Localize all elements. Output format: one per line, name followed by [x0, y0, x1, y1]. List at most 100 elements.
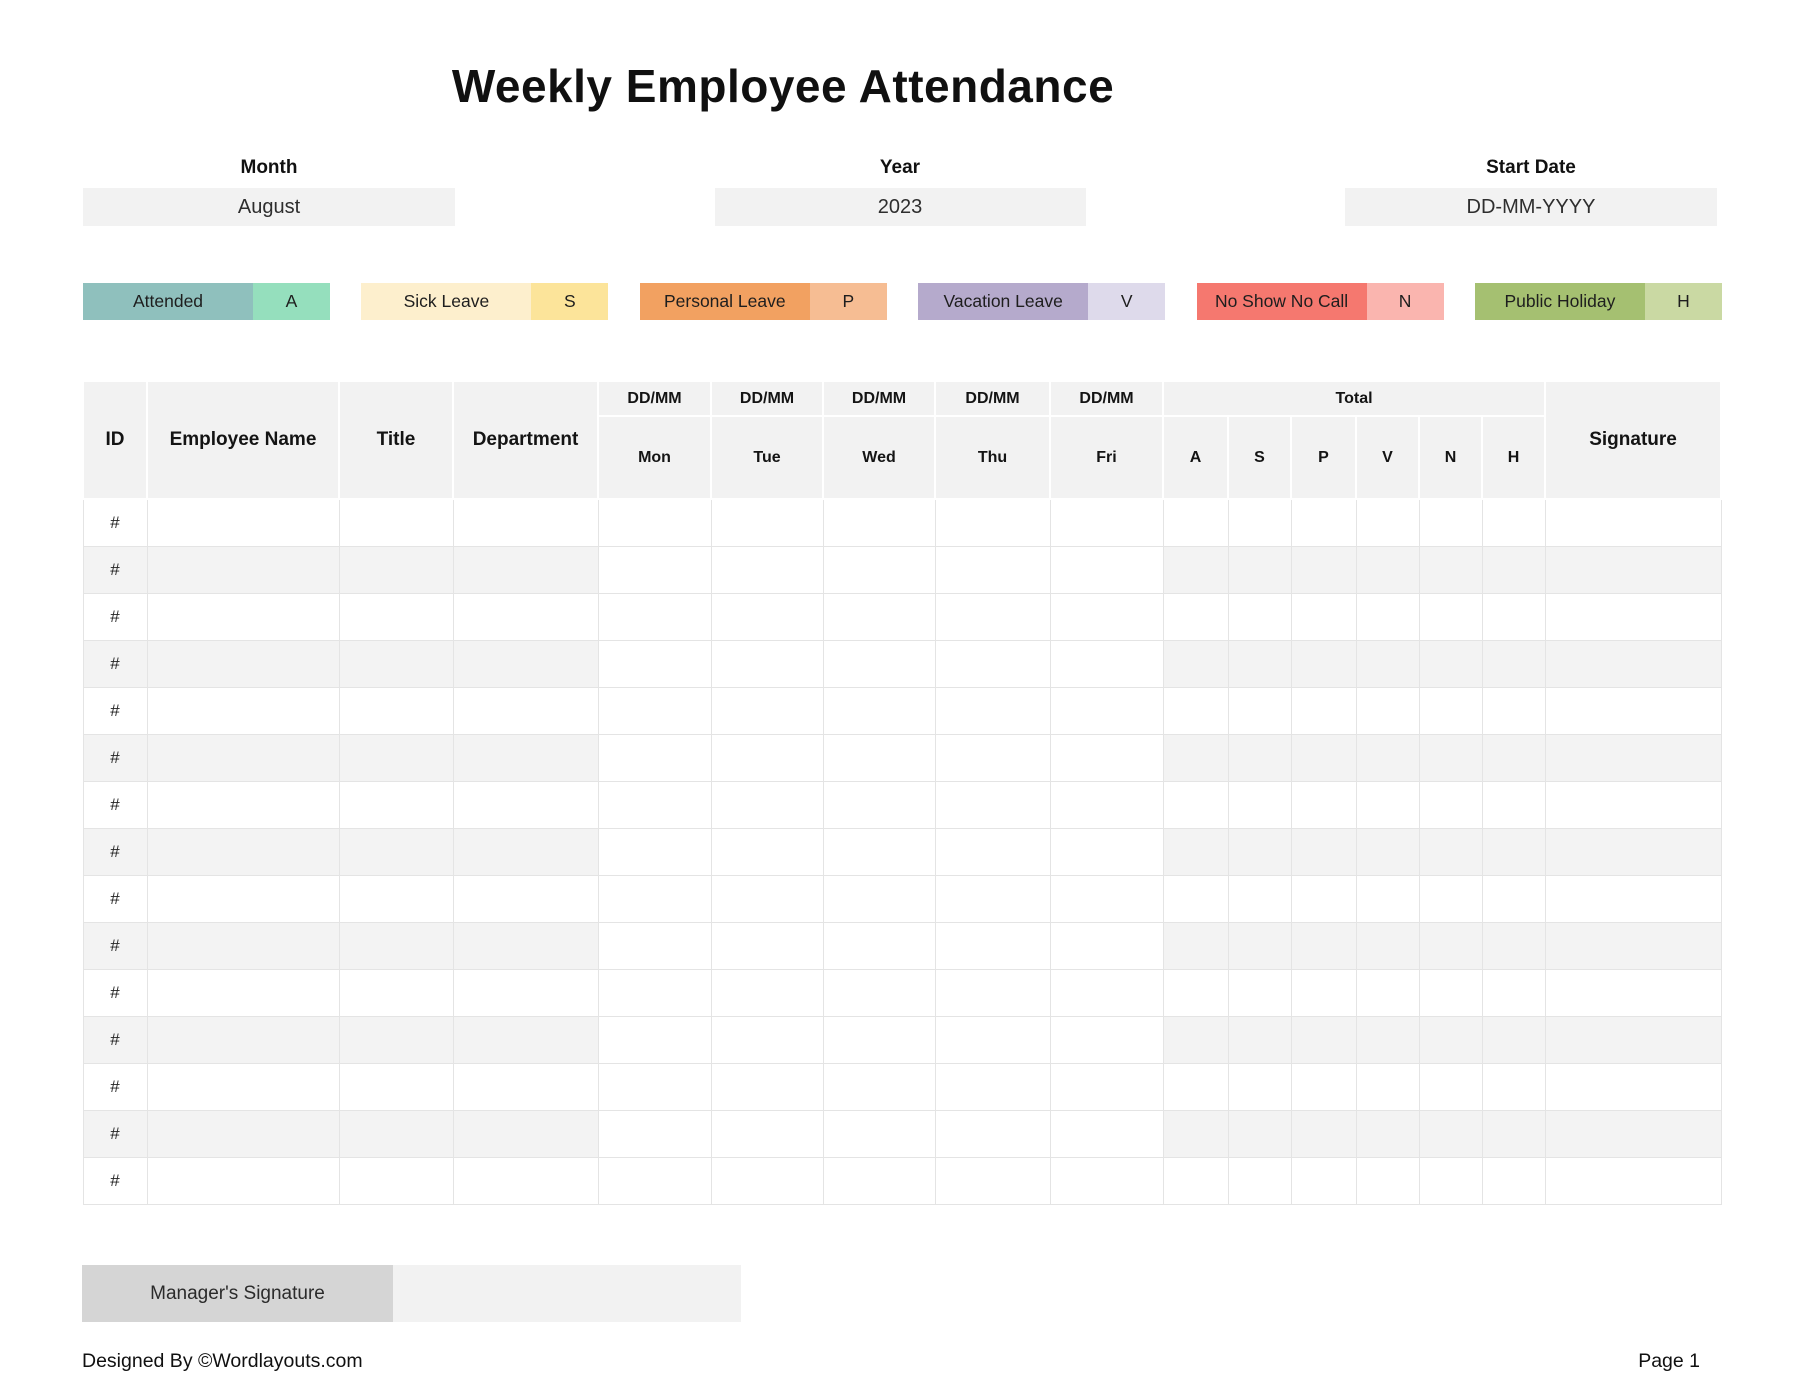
total-cell-v[interactable]	[1355, 498, 1420, 547]
employee-name-cell[interactable]	[146, 733, 340, 782]
total-cell-p[interactable]	[1290, 733, 1357, 782]
total-cell-n[interactable]	[1418, 592, 1483, 641]
day-cell-tue[interactable]	[710, 639, 824, 688]
total-cell-h[interactable]	[1481, 1015, 1546, 1064]
title-cell[interactable]	[338, 968, 454, 1017]
department-cell[interactable]	[452, 780, 599, 829]
day-cell-tue[interactable]	[710, 686, 824, 735]
signature-cell[interactable]	[1544, 1062, 1722, 1111]
total-cell-v[interactable]	[1355, 1015, 1420, 1064]
day-cell-tue[interactable]	[710, 1015, 824, 1064]
total-cell-a[interactable]	[1162, 1015, 1229, 1064]
employee-name-cell[interactable]	[146, 639, 340, 688]
department-cell[interactable]	[452, 1109, 599, 1158]
department-cell[interactable]	[452, 592, 599, 641]
total-cell-h[interactable]	[1481, 1062, 1546, 1111]
id-cell[interactable]: #	[82, 874, 148, 923]
total-cell-a[interactable]	[1162, 1062, 1229, 1111]
total-cell-a[interactable]	[1162, 686, 1229, 735]
total-cell-h[interactable]	[1481, 686, 1546, 735]
signature-cell[interactable]	[1544, 968, 1722, 1017]
employee-name-cell[interactable]	[146, 498, 340, 547]
total-cell-v[interactable]	[1355, 545, 1420, 594]
total-cell-s[interactable]	[1227, 1156, 1292, 1205]
id-cell[interactable]: #	[82, 545, 148, 594]
total-cell-a[interactable]	[1162, 545, 1229, 594]
id-cell[interactable]: #	[82, 1015, 148, 1064]
day-cell-mon[interactable]	[597, 1109, 712, 1158]
total-cell-v[interactable]	[1355, 921, 1420, 970]
total-cell-h[interactable]	[1481, 1109, 1546, 1158]
day-cell-fri[interactable]	[1049, 780, 1164, 829]
total-cell-n[interactable]	[1418, 686, 1483, 735]
day-cell-thu[interactable]	[934, 921, 1051, 970]
day-cell-tue[interactable]	[710, 545, 824, 594]
total-cell-v[interactable]	[1355, 1109, 1420, 1158]
total-cell-n[interactable]	[1418, 498, 1483, 547]
total-cell-v[interactable]	[1355, 780, 1420, 829]
title-cell[interactable]	[338, 874, 454, 923]
day-cell-mon[interactable]	[597, 1156, 712, 1205]
id-cell[interactable]: #	[82, 921, 148, 970]
day-cell-fri[interactable]	[1049, 827, 1164, 876]
employee-name-cell[interactable]	[146, 921, 340, 970]
month-input[interactable]: August	[83, 188, 455, 226]
id-cell[interactable]: #	[82, 639, 148, 688]
total-cell-p[interactable]	[1290, 968, 1357, 1017]
total-cell-a[interactable]	[1162, 921, 1229, 970]
signature-cell[interactable]	[1544, 1109, 1722, 1158]
department-cell[interactable]	[452, 827, 599, 876]
day-cell-tue[interactable]	[710, 780, 824, 829]
total-cell-n[interactable]	[1418, 545, 1483, 594]
title-cell[interactable]	[338, 733, 454, 782]
total-cell-h[interactable]	[1481, 968, 1546, 1017]
total-cell-p[interactable]	[1290, 1156, 1357, 1205]
year-input[interactable]: 2023	[714, 188, 1086, 226]
signature-cell[interactable]	[1544, 498, 1722, 547]
day-cell-wed[interactable]	[822, 592, 936, 641]
total-cell-p[interactable]	[1290, 592, 1357, 641]
total-cell-s[interactable]	[1227, 780, 1292, 829]
total-cell-h[interactable]	[1481, 639, 1546, 688]
department-cell[interactable]	[452, 733, 599, 782]
day-cell-tue[interactable]	[710, 1062, 824, 1111]
signature-cell[interactable]	[1544, 921, 1722, 970]
day-cell-mon[interactable]	[597, 874, 712, 923]
total-cell-v[interactable]	[1355, 639, 1420, 688]
day-cell-mon[interactable]	[597, 686, 712, 735]
day-cell-fri[interactable]	[1049, 545, 1164, 594]
day-cell-tue[interactable]	[710, 733, 824, 782]
department-cell[interactable]	[452, 686, 599, 735]
day-cell-mon[interactable]	[597, 1062, 712, 1111]
employee-name-cell[interactable]	[146, 1109, 340, 1158]
day-cell-thu[interactable]	[934, 1109, 1051, 1158]
day-cell-fri[interactable]	[1049, 1109, 1164, 1158]
total-cell-s[interactable]	[1227, 686, 1292, 735]
day-cell-thu[interactable]	[934, 1015, 1051, 1064]
signature-cell[interactable]	[1544, 1015, 1722, 1064]
total-cell-h[interactable]	[1481, 780, 1546, 829]
total-cell-n[interactable]	[1418, 1109, 1483, 1158]
total-cell-s[interactable]	[1227, 1062, 1292, 1111]
total-cell-v[interactable]	[1355, 733, 1420, 782]
day-cell-thu[interactable]	[934, 827, 1051, 876]
total-cell-h[interactable]	[1481, 498, 1546, 547]
manager-signature-field[interactable]	[393, 1265, 741, 1322]
total-cell-v[interactable]	[1355, 686, 1420, 735]
day-cell-fri[interactable]	[1049, 1015, 1164, 1064]
total-cell-p[interactable]	[1290, 1062, 1357, 1111]
day-cell-fri[interactable]	[1049, 921, 1164, 970]
employee-name-cell[interactable]	[146, 968, 340, 1017]
day-cell-mon[interactable]	[597, 1015, 712, 1064]
signature-cell[interactable]	[1544, 1156, 1722, 1205]
signature-cell[interactable]	[1544, 874, 1722, 923]
day-cell-fri[interactable]	[1049, 498, 1164, 547]
title-cell[interactable]	[338, 592, 454, 641]
id-cell[interactable]: #	[82, 733, 148, 782]
day-cell-thu[interactable]	[934, 968, 1051, 1017]
id-cell[interactable]: #	[82, 1062, 148, 1111]
signature-cell[interactable]	[1544, 780, 1722, 829]
id-cell[interactable]: #	[82, 498, 148, 547]
total-cell-s[interactable]	[1227, 498, 1292, 547]
total-cell-a[interactable]	[1162, 874, 1229, 923]
